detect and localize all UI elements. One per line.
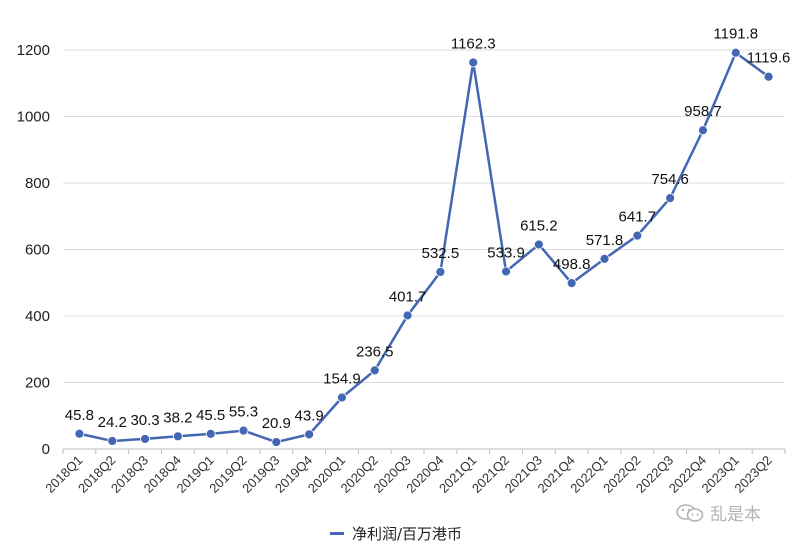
data-point — [369, 365, 380, 376]
y-tick-label: 200 — [25, 375, 50, 392]
data-label: 45.5 — [196, 407, 225, 424]
data-label: 45.8 — [65, 407, 94, 424]
data-label: 401.7 — [389, 288, 427, 305]
data-label: 615.2 — [520, 217, 558, 234]
data-point — [271, 437, 282, 447]
data-point — [632, 230, 643, 241]
data-point — [74, 428, 85, 439]
data-label: 236.5 — [356, 343, 394, 360]
y-tick-label: 400 — [25, 308, 50, 325]
data-label: 30.3 — [130, 412, 159, 429]
data-point — [107, 436, 118, 446]
data-point — [698, 125, 708, 136]
data-label: 1119.6 — [747, 50, 791, 67]
data-point — [435, 267, 446, 277]
data-label: 571.8 — [586, 232, 624, 249]
data-point — [599, 253, 610, 264]
legend-label: 净利润/百万港币 — [352, 525, 463, 543]
data-point — [533, 239, 544, 250]
data-label: 24.2 — [98, 414, 127, 431]
y-tick-label: 1200 — [17, 42, 50, 59]
data-label: 20.9 — [262, 415, 291, 432]
data-label: 38.2 — [163, 409, 192, 426]
watermark-text: 乱是本 — [710, 505, 761, 525]
data-point — [763, 71, 774, 82]
legend: 净利润/百万港币 — [330, 523, 462, 544]
x-tick-label: 2023Q2 — [731, 453, 774, 496]
data-label: 1191.8 — [713, 26, 758, 43]
watermark: 乱是本 — [676, 500, 761, 525]
y-tick-label: 800 — [25, 175, 50, 192]
data-point — [304, 429, 315, 440]
data-label: 533.9 — [487, 244, 525, 261]
y-tick-label: 0 — [42, 441, 50, 458]
series-line — [79, 51, 770, 444]
legend-swatch — [330, 532, 344, 535]
data-label: 958.7 — [684, 103, 722, 120]
data-point — [205, 428, 216, 439]
data-label: 55.3 — [229, 404, 258, 421]
data-point — [468, 57, 479, 68]
y-tick-label: 1000 — [17, 109, 50, 126]
data-point — [730, 47, 741, 58]
data-label: 498.8 — [553, 256, 591, 273]
data-point — [140, 434, 150, 444]
data-label: 754.6 — [651, 171, 689, 188]
data-point — [337, 392, 347, 403]
data-label: 154.9 — [323, 370, 361, 387]
data-label: 43.9 — [295, 407, 324, 424]
data-label: 641.7 — [619, 209, 657, 226]
data-label: 1162.3 — [451, 36, 496, 53]
data-point — [501, 266, 511, 277]
line-chart: 0200400600800100012002018Q12018Q22018Q32… — [17, 26, 791, 496]
data-label: 532.5 — [422, 245, 460, 262]
data-point — [665, 193, 676, 203]
y-tick-label: 600 — [25, 242, 50, 259]
wechat-icon — [676, 503, 704, 522]
data-point — [402, 310, 413, 321]
data-point — [566, 278, 577, 289]
data-point — [238, 425, 249, 436]
data-point — [172, 431, 183, 442]
